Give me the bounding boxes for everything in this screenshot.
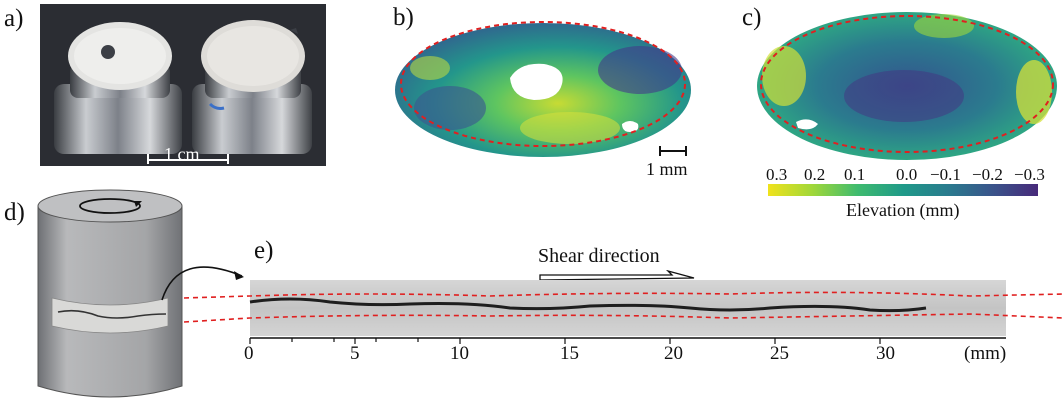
strip-axis [249, 337, 1006, 344]
colorbar-tick: 0.3 [766, 165, 788, 184]
colorbar-tick: 0.0 [896, 165, 918, 184]
colorbar-tick: −0.1 [930, 165, 961, 184]
colorbar-tick: −0.3 [1014, 165, 1045, 184]
axis-tick: 25 [770, 343, 789, 364]
axis-tick: 0 [244, 343, 254, 364]
panel-label-e: e) [254, 237, 274, 264]
colorbar-label: Elevation (mm) [846, 200, 960, 220]
colorbar [768, 184, 1038, 196]
axis-tick: 15 [560, 343, 579, 364]
left-sample [54, 22, 182, 154]
panel-label-a: a) [4, 5, 24, 32]
axis-tick: 5 [350, 343, 360, 364]
axis-tick: 10 [450, 343, 469, 364]
axis-unit: (mm) [964, 343, 1007, 364]
panel-label-b: b) [393, 4, 414, 31]
connector-arrow [161, 266, 244, 301]
colorbar-tick: −0.2 [972, 165, 1003, 184]
right-sample [192, 20, 312, 154]
shear-band-image [184, 280, 1064, 336]
shear-direction-label: Shear direction [538, 245, 660, 267]
panel-label-c: c) [742, 4, 762, 31]
colorbar-tick: 0.2 [804, 165, 826, 184]
scale-bar-b-label: 1 mm [646, 159, 688, 179]
colorbar-ticks: 0.3 0.2 0.1 0.0 −0.1 −0.2 −0.3 [766, 165, 1062, 184]
scale-bar-a [147, 154, 229, 164]
sample-photo [40, 4, 326, 166]
elevation-map-c [757, 12, 1057, 160]
colorbar-tick: 0.1 [844, 165, 866, 184]
panel-label-d: d) [4, 199, 25, 226]
axis-tick: 30 [876, 343, 895, 364]
cylinder-diagram [37, 189, 183, 398]
strip-axis-ticks: 0 5 10 15 20 25 30 (mm) [244, 344, 1064, 368]
shear-arrow [539, 270, 695, 281]
scale-bar-a-label: 1 cm [164, 144, 200, 164]
elevation-map-b [395, 21, 691, 157]
axis-tick: 20 [664, 343, 683, 364]
